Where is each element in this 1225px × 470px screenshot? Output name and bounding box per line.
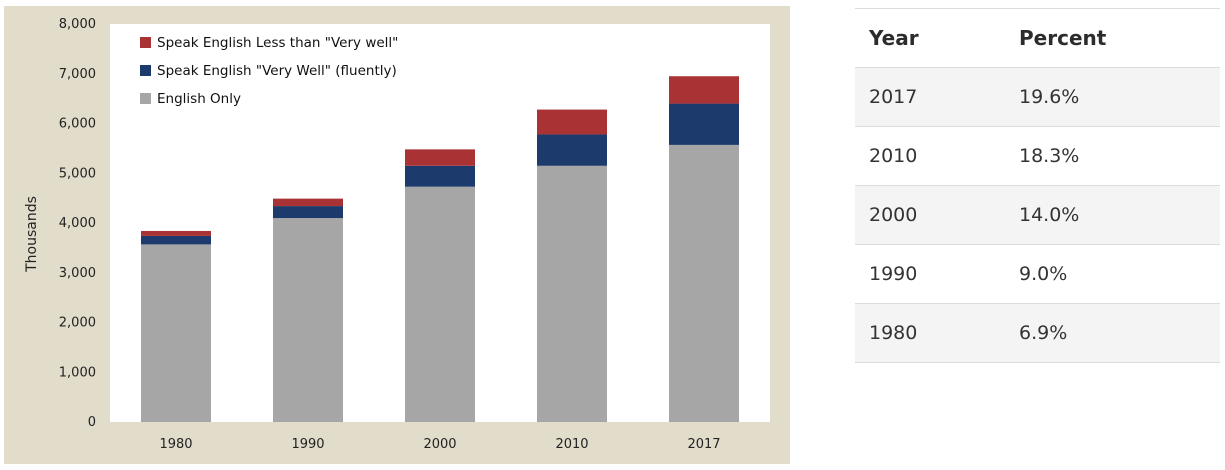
y-tick-label: 7,000 xyxy=(59,67,96,82)
legend-swatch xyxy=(140,93,151,104)
y-tick-label: 0 xyxy=(88,415,96,430)
percent-table: Year Percent 2017 19.6% 2010 18.3% 2000 … xyxy=(855,8,1220,363)
x-tick-label: 2010 xyxy=(555,437,588,452)
table-row: 2010 18.3% xyxy=(855,127,1220,186)
bar-speak-english-very-well-fluently-1980 xyxy=(141,235,211,245)
table-row: 1980 6.9% xyxy=(855,304,1220,363)
bar-speak-english-less-than-very-well-2000 xyxy=(405,149,475,166)
year-cell: 1980 xyxy=(869,322,918,344)
table-row: 2017 19.6% xyxy=(855,68,1220,127)
x-tick-label: 1980 xyxy=(159,437,192,452)
year-cell: 1990 xyxy=(869,263,918,285)
legend-swatch xyxy=(140,37,151,48)
column-header-percent: Percent xyxy=(1019,26,1107,50)
table-row: 1990 9.0% xyxy=(855,245,1220,304)
percent-cell: 14.0% xyxy=(1019,204,1080,226)
bar-speak-english-very-well-fluently-2010 xyxy=(537,134,607,166)
chart-panel: 0 1,000 2,000 3,000 4,000 5,000 6,000 7,000 8,00… xyxy=(4,6,790,464)
x-tick-label: 2000 xyxy=(423,437,456,452)
y-tick-label: 8,000 xyxy=(59,17,96,32)
percent-cell: 6.9% xyxy=(1019,322,1068,344)
table-row: 2000 14.0% xyxy=(855,186,1220,245)
column-header-year: Year xyxy=(869,26,919,50)
stacked-bar-chart: 0 1,000 2,000 3,000 4,000 5,000 6,000 7,000 8,00… xyxy=(24,17,770,452)
y-tick-label: 2,000 xyxy=(59,316,96,331)
bar-speak-english-very-well-fluently-2017 xyxy=(669,103,739,145)
bar-speak-english-less-than-very-well-2010 xyxy=(537,109,607,135)
bar-english-only-2017 xyxy=(669,144,739,422)
bar-english-only-1980 xyxy=(141,244,211,422)
percent-cell: 9.0% xyxy=(1019,263,1068,285)
bar-speak-english-very-well-fluently-1990 xyxy=(273,206,343,219)
bar-english-only-1990 xyxy=(273,218,343,422)
bar-speak-english-less-than-very-well-2017 xyxy=(669,76,739,104)
y-axis-label: Thousands xyxy=(24,196,40,273)
year-cell: 2010 xyxy=(869,145,918,167)
year-cell: 2000 xyxy=(869,204,918,226)
percent-cell: 18.3% xyxy=(1019,145,1080,167)
bar-speak-english-less-than-very-well-1990 xyxy=(273,198,343,207)
bar-english-only-2010 xyxy=(537,165,607,422)
x-tick-label: 2017 xyxy=(687,437,720,452)
bar-speak-english-less-than-very-well-1980 xyxy=(141,230,211,236)
x-tick-label: 1990 xyxy=(291,437,324,452)
legend-label: Speak English Less than "Very well" xyxy=(157,35,398,51)
percent-cell: 19.6% xyxy=(1019,86,1080,108)
table-header-row: Year Percent xyxy=(855,8,1220,68)
year-cell: 2017 xyxy=(869,86,918,108)
bar-speak-english-very-well-fluently-2000 xyxy=(405,165,475,187)
y-tick-label: 4,000 xyxy=(59,216,96,231)
y-tick-label: 6,000 xyxy=(59,117,96,132)
y-tick-label: 5,000 xyxy=(59,166,96,181)
y-tick-label: 3,000 xyxy=(59,266,96,281)
legend-label: Speak English "Very Well" (fluently) xyxy=(157,63,397,79)
y-tick-label: 1,000 xyxy=(59,365,96,380)
legend-label: English Only xyxy=(157,91,241,107)
legend-swatch xyxy=(140,65,151,76)
bar-english-only-2000 xyxy=(405,186,475,422)
